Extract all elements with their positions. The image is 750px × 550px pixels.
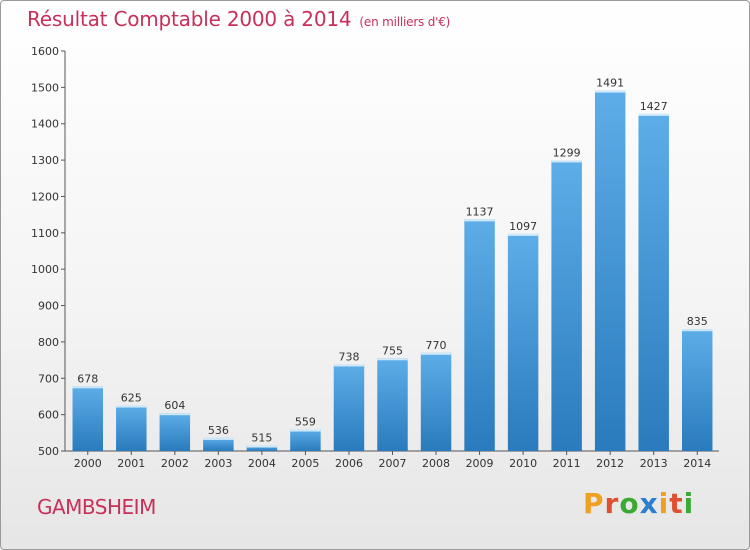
x-axis: 2000 2001 2002 2003 2004 2005 2006 2007 2008 2009… <box>74 451 711 470</box>
bar <box>72 386 104 451</box>
bar-highlight <box>551 160 582 163</box>
bar <box>290 429 321 451</box>
data-label: 604 <box>164 399 185 412</box>
x-tick-label: 2013 <box>640 457 668 470</box>
data-label: 1427 <box>640 100 668 113</box>
data-label: 678 <box>77 372 98 385</box>
x-tick-label: 2005 <box>291 457 319 470</box>
bar-highlight <box>159 413 191 416</box>
data-label: 835 <box>687 315 708 328</box>
data-label: 770 <box>426 339 447 352</box>
logo-letter: i <box>658 487 670 520</box>
y-tick-label: 1400 <box>31 118 59 131</box>
data-label: 738 <box>338 350 359 363</box>
y-tick-label: 600 <box>38 409 59 422</box>
y-tick-label: 1200 <box>31 190 59 203</box>
bar <box>464 219 495 451</box>
data-label: 755 <box>382 344 403 357</box>
data-label: 536 <box>208 424 229 437</box>
bar <box>638 113 669 451</box>
x-tick-label: 2002 <box>161 457 189 470</box>
data-label: 559 <box>295 416 316 429</box>
x-tick-label: 2003 <box>204 457 232 470</box>
data-labels: 678 625 604 536 515 559 738 755 770 1137 1097 1299 1… <box>77 77 707 445</box>
bar <box>116 405 147 451</box>
bar-highlight <box>594 90 626 93</box>
bar <box>333 364 365 451</box>
bar-series <box>72 90 713 452</box>
bar-highlight <box>72 386 104 389</box>
bar-highlight <box>290 429 321 432</box>
y-tick-label: 1600 <box>31 45 59 58</box>
bar-highlight <box>333 364 365 367</box>
bar-highlight <box>246 445 278 448</box>
data-label: 515 <box>251 432 272 445</box>
x-tick-label: 2012 <box>596 457 624 470</box>
bar <box>377 358 408 451</box>
bar <box>551 160 582 452</box>
x-tick-label: 2011 <box>553 457 581 470</box>
y-tick-label: 1300 <box>31 154 59 167</box>
logo-letter: P <box>583 487 605 520</box>
chart-subtitle: (en milliers d'€) <box>359 15 451 29</box>
logo-letter: x <box>639 487 659 520</box>
bar <box>203 437 234 451</box>
chart-title: Résultat Comptable 2000 à 2014 (en millie… <box>27 7 450 31</box>
bar <box>594 90 626 452</box>
data-label: 625 <box>121 392 142 405</box>
bar-highlight <box>638 113 669 116</box>
y-tick-label: 900 <box>38 300 59 313</box>
bar <box>681 329 713 451</box>
logo-letter: i <box>683 487 695 520</box>
x-tick-label: 2001 <box>117 457 145 470</box>
y-tick-label: 700 <box>38 372 59 385</box>
logo-letter: o <box>619 487 640 520</box>
y-tick-label: 500 <box>38 445 59 458</box>
bar-highlight <box>420 352 452 355</box>
bar-highlight <box>203 437 234 440</box>
x-tick-label: 2007 <box>379 457 407 470</box>
bar <box>507 233 539 451</box>
place-name: GAMBSHEIM <box>37 495 156 519</box>
y-axis: 500 600 700 800 900 1000 1100 1200 1300 1400 1500 1… <box>31 45 719 458</box>
bar-highlight <box>377 358 408 361</box>
y-tick-label: 800 <box>38 336 59 349</box>
x-tick-label: 2009 <box>466 457 494 470</box>
x-tick-label: 2004 <box>248 457 276 470</box>
data-label: 1299 <box>553 146 581 159</box>
x-tick-label: 2006 <box>335 457 363 470</box>
x-tick-label: 2000 <box>74 457 102 470</box>
proxiti-logo: Proxiti <box>583 487 694 520</box>
bar <box>159 413 191 451</box>
bar-highlight <box>464 219 495 222</box>
data-label: 1137 <box>466 205 494 218</box>
y-tick-label: 1000 <box>31 263 59 276</box>
data-label: 1097 <box>509 220 537 233</box>
x-tick-label: 2010 <box>509 457 537 470</box>
bar-highlight <box>116 405 147 408</box>
logo-letter: t <box>669 487 684 520</box>
bar <box>420 352 452 451</box>
data-label: 1491 <box>596 77 624 90</box>
x-tick-label: 2014 <box>683 457 711 470</box>
y-tick-label: 1500 <box>31 81 59 94</box>
logo-letter: r <box>604 487 620 520</box>
bar <box>246 445 278 451</box>
y-tick-label: 1100 <box>31 227 59 240</box>
x-tick-label: 2008 <box>422 457 450 470</box>
chart-title-text: Résultat Comptable 2000 à 2014 <box>27 7 352 31</box>
bar-highlight <box>507 233 539 236</box>
bar-highlight <box>681 329 713 332</box>
